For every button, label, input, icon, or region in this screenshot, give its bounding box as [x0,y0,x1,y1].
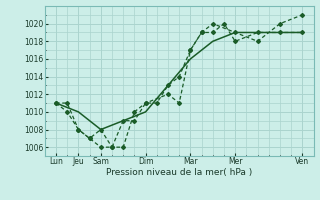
X-axis label: Pression niveau de la mer( hPa ): Pression niveau de la mer( hPa ) [106,168,252,177]
